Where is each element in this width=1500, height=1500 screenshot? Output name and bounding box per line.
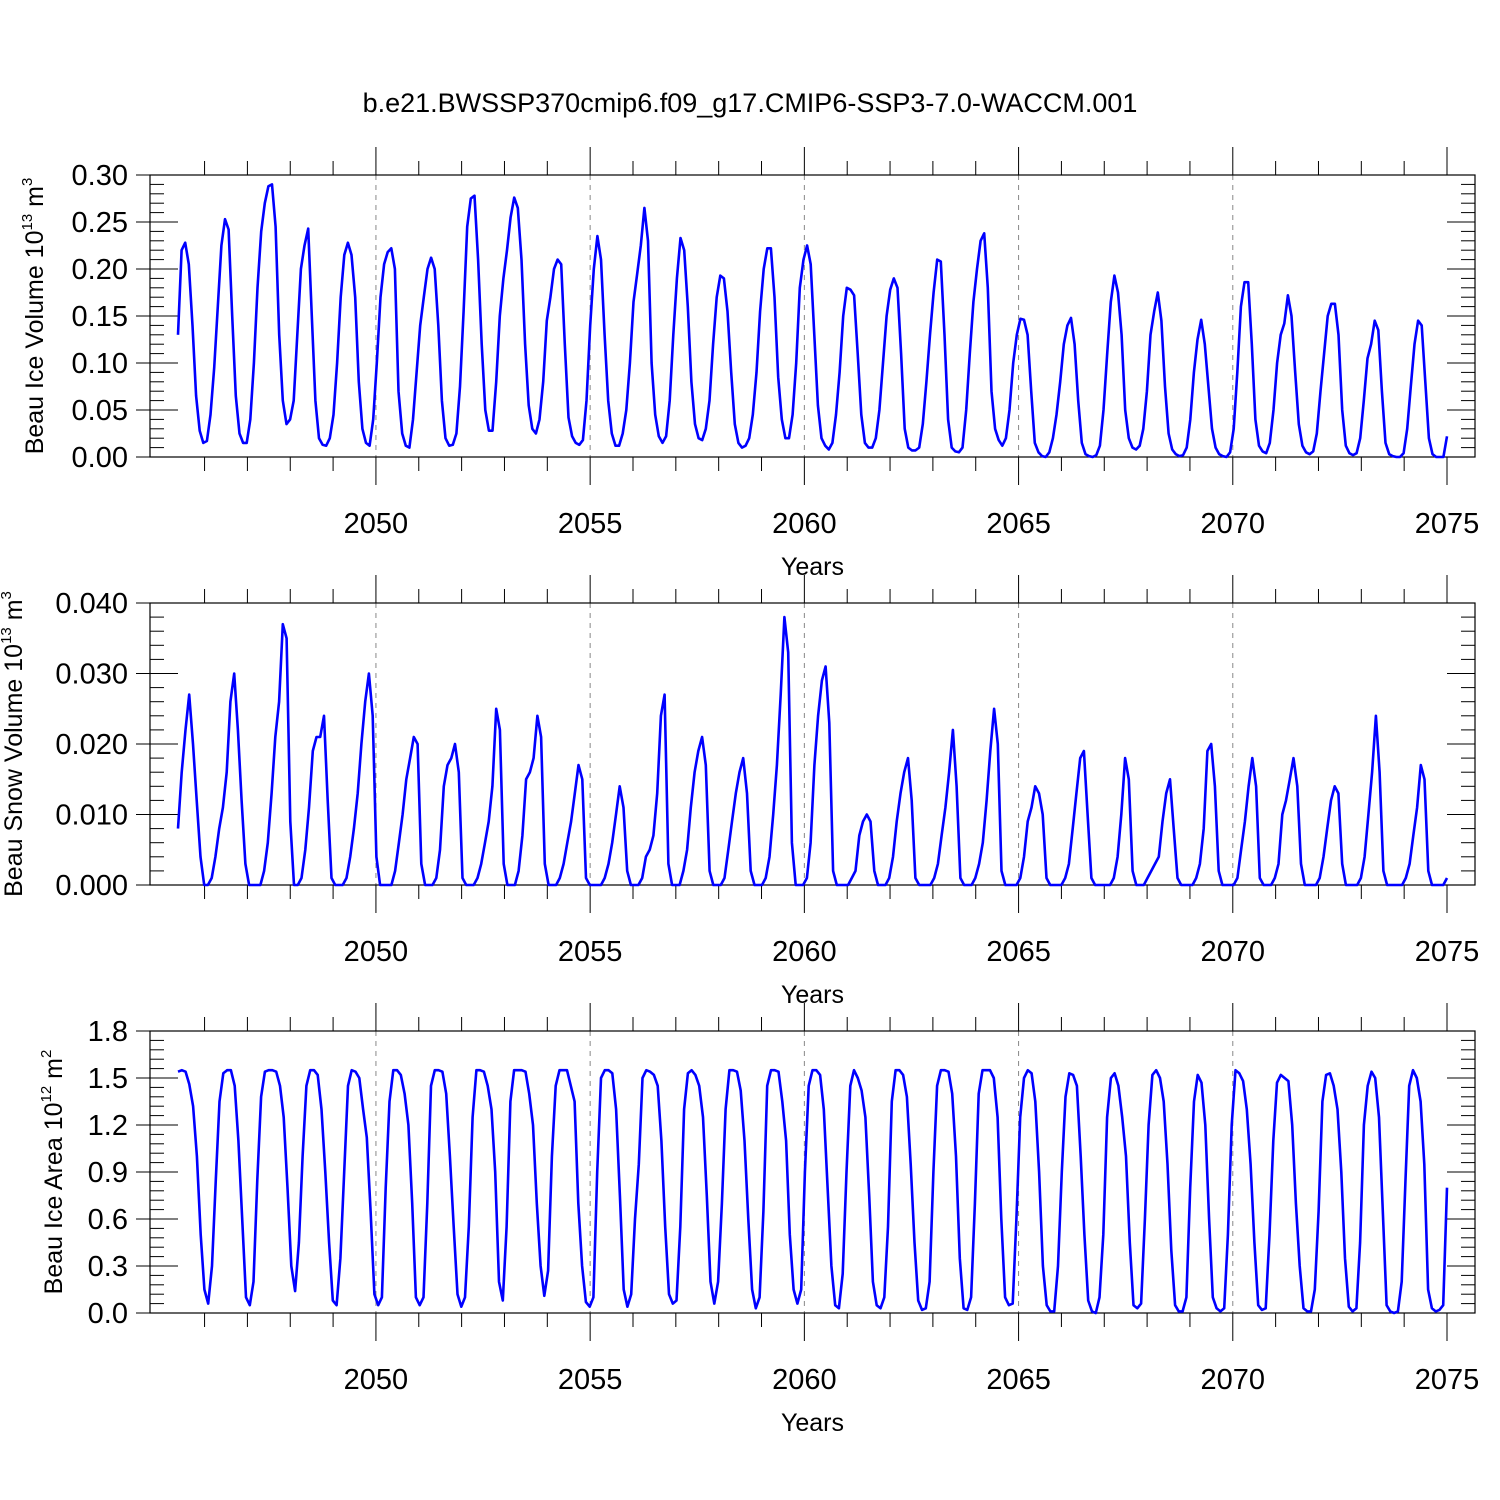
y-axis-label-unit: m bbox=[21, 186, 49, 214]
y-tick-label: 1.2 bbox=[88, 1110, 128, 1142]
x-tick-label: 2060 bbox=[772, 508, 837, 540]
y-tick-label: 0.30 bbox=[72, 160, 128, 192]
y-tick-label: 0.000 bbox=[55, 870, 128, 902]
y-axis-label-text: Beau Ice Volume 10 bbox=[21, 231, 49, 455]
y-axis-label-text: Beau Snow Volume 10 bbox=[0, 644, 28, 897]
panel-2: 0.000 0.010 0.020 0.030 0.040 2050 2055 2060 206… bbox=[0, 575, 1479, 1009]
x-tick-label: 2060 bbox=[772, 1364, 837, 1396]
y-tick-label: 0.020 bbox=[55, 729, 128, 761]
y-tick-label: 0.040 bbox=[55, 588, 128, 620]
y-tick-label: 0.10 bbox=[72, 348, 128, 380]
x-tick-label: 2065 bbox=[986, 508, 1051, 540]
y-axis-label-exponent: 13 bbox=[19, 214, 36, 231]
x-tick-label: 2065 bbox=[986, 1364, 1051, 1396]
y-axis-label-unit: m bbox=[0, 599, 28, 627]
x-tick-label: 2075 bbox=[1415, 936, 1480, 968]
x-axis-label: Years bbox=[781, 1409, 844, 1437]
y-axis-label-exponent: 12 bbox=[38, 1086, 55, 1103]
panel-1: 0.00 0.05 0.10 0.15 0.20 0.25 0.30 2050 2055 2060… bbox=[19, 147, 1479, 581]
y-axis-label: Beau Ice Area 1012 m2 bbox=[38, 1050, 68, 1295]
y-tick-label: 0.9 bbox=[88, 1157, 128, 1189]
panel-3: 0.0 0.3 0.6 0.9 1.2 1.5 1.8 2050 2055 2060 2065 207… bbox=[38, 1003, 1479, 1437]
x-tick-label: 2070 bbox=[1201, 936, 1266, 968]
y-tick-label: 0.3 bbox=[88, 1251, 128, 1283]
y-axis-label-unit: m bbox=[40, 1058, 68, 1086]
x-tick-label: 2050 bbox=[344, 508, 409, 540]
y-tick-label: 1.5 bbox=[88, 1063, 128, 1095]
y-tick-label: 0.15 bbox=[72, 301, 128, 333]
y-tick-label: 0.20 bbox=[72, 254, 128, 286]
x-tick-label: 2050 bbox=[344, 936, 409, 968]
plot-frame bbox=[149, 602, 1476, 886]
series-line-3 bbox=[177, 1068, 1449, 1315]
y-tick-label: 0.010 bbox=[55, 800, 128, 832]
x-tick-label: 2070 bbox=[1201, 1364, 1266, 1396]
y-tick-label: 0.05 bbox=[72, 395, 128, 427]
y-axis-label-unit-exponent: 3 bbox=[19, 178, 36, 186]
x-tick-label: 2070 bbox=[1201, 508, 1266, 540]
y-axis-label-unit-exponent: 2 bbox=[38, 1050, 55, 1058]
x-tick-label: 2055 bbox=[558, 936, 623, 968]
x-tick-label: 2075 bbox=[1415, 1364, 1480, 1396]
y-tick-label: 0.25 bbox=[72, 207, 128, 239]
series-line-1 bbox=[176, 183, 1449, 459]
x-axis-label: Years bbox=[781, 553, 844, 581]
x-tick-label: 2075 bbox=[1415, 508, 1480, 540]
y-tick-label: 0.0 bbox=[88, 1298, 128, 1330]
y-axis-label-text: Beau Ice Area 10 bbox=[40, 1103, 68, 1295]
y-tick-label: 1.8 bbox=[88, 1016, 128, 1048]
x-tick-label: 2065 bbox=[986, 936, 1051, 968]
y-tick-label: 0.030 bbox=[55, 659, 128, 691]
series-line-2 bbox=[176, 615, 1449, 887]
chart-title: b.e21.BWSSP370cmip6.f09_g17.CMIP6-SSP3-7… bbox=[363, 88, 1138, 118]
x-tick-label: 2055 bbox=[558, 508, 623, 540]
x-axis-label: Years bbox=[781, 981, 844, 1009]
y-axis-label-unit-exponent: 3 bbox=[0, 591, 15, 599]
y-axis-label: Beau Snow Volume 1013 m3 bbox=[0, 591, 28, 897]
y-axis-label: Beau Ice Volume 1013 m3 bbox=[19, 178, 49, 455]
x-tick-label: 2050 bbox=[344, 1364, 409, 1396]
x-tick-label: 2060 bbox=[772, 936, 837, 968]
y-tick-label: 0.6 bbox=[88, 1204, 128, 1236]
x-tick-label: 2055 bbox=[558, 1364, 623, 1396]
y-tick-label: 0.00 bbox=[72, 442, 128, 474]
y-axis-label-exponent: 13 bbox=[0, 627, 15, 644]
